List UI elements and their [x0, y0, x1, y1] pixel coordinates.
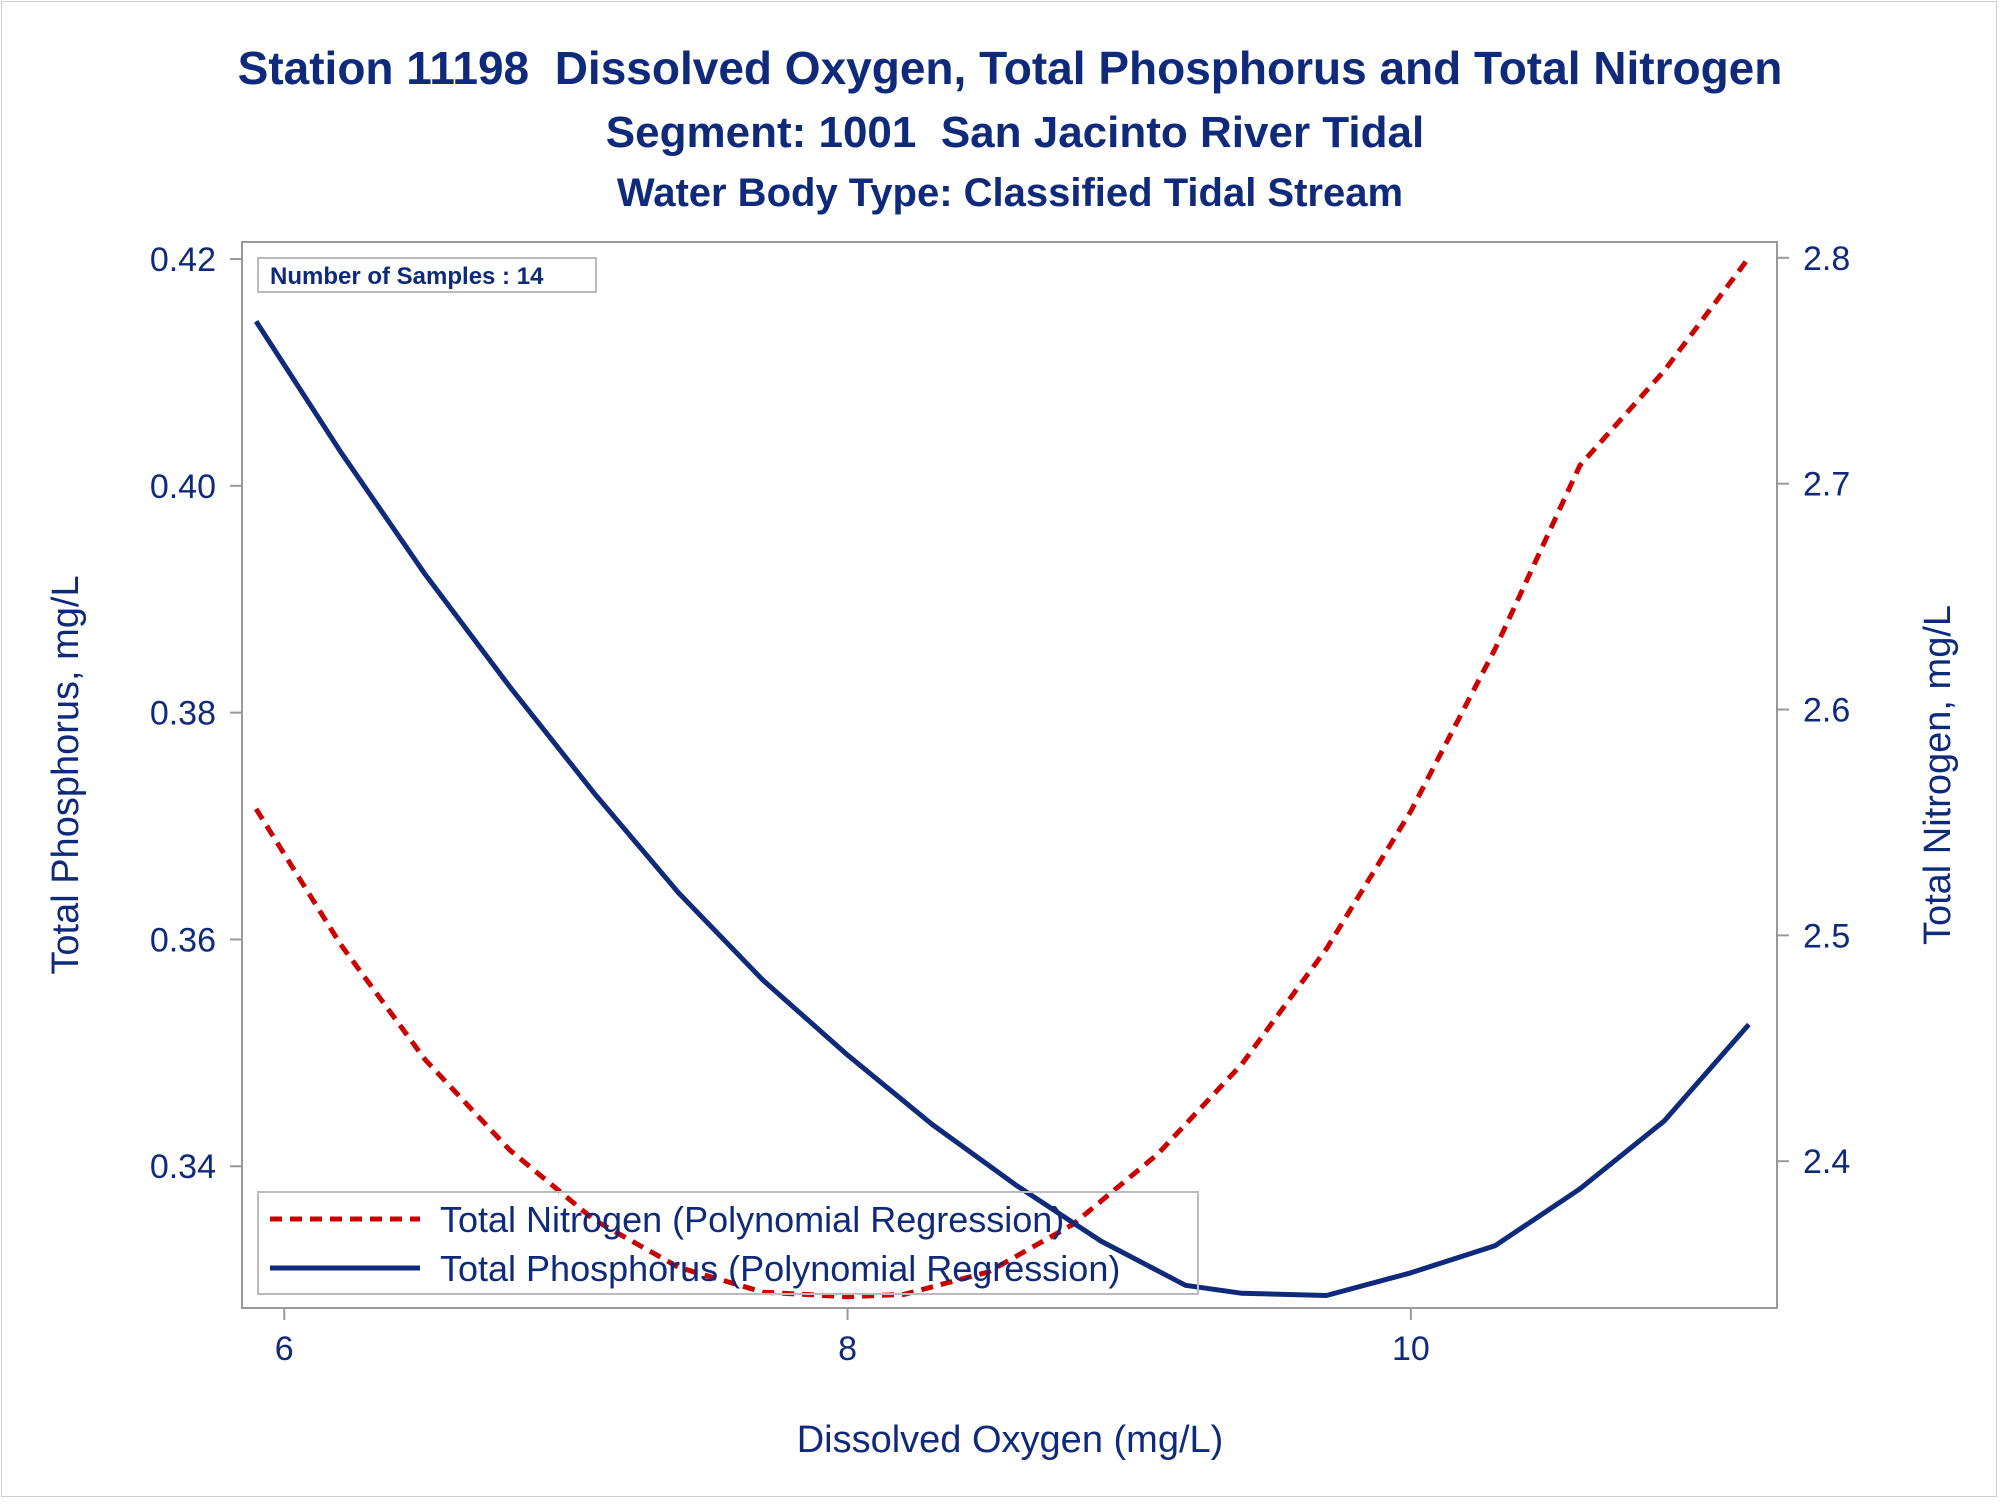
sample-count-box: [257, 257, 597, 293]
x-tick-label: 10: [1392, 1330, 1430, 1368]
nitrogen-series-line: [253, 256, 1751, 1300]
left-y-tick-label: 0.36: [150, 921, 216, 959]
legend: Total Nitrogen (Polynomial Regression) T…: [257, 1191, 1199, 1295]
right-y-axis: 2.4 2.5 2.6 2.7 2.8: [1777, 240, 1850, 1181]
x-axis-label: Dissolved Oxygen (mg/L): [797, 1419, 1224, 1461]
left-y-axis: 0.34 0.36 0.38 0.40 0.42: [150, 241, 242, 1186]
left-y-tick-label: 0.34: [150, 1148, 216, 1186]
legend-label-phosphorus: Total Phosphorus (Polynomial Regression): [440, 1248, 1120, 1289]
right-y-tick-label: 2.7: [1803, 466, 1850, 504]
x-tick-label: 6: [275, 1330, 294, 1368]
series-lines: [253, 256, 1751, 1300]
right-y-axis-label: Total Nitrogen, mg/L: [1917, 605, 1959, 945]
right-y-tick-label: 2.4: [1803, 1143, 1850, 1181]
phosphorus-series-line: [254, 320, 1751, 1298]
right-y-tick-label: 2.8: [1803, 240, 1850, 278]
legend-label-nitrogen: Total Nitrogen (Polynomial Regression): [440, 1199, 1064, 1240]
x-axis: 6 8 10: [275, 1308, 1430, 1368]
left-y-tick-label: 0.42: [150, 241, 216, 279]
left-y-tick-label: 0.38: [150, 695, 216, 733]
chart-subtitle: Segment: 1001 San Jacinto River Tidal: [606, 108, 1424, 157]
x-tick-label: 8: [838, 1330, 857, 1368]
right-y-tick-label: 2.6: [1803, 692, 1850, 730]
right-y-tick-label: 2.5: [1803, 917, 1850, 955]
sample-count-label: Number of Samples : 14: [270, 263, 544, 290]
plot-area: [241, 241, 1778, 1309]
legend-box: [257, 1191, 1199, 1295]
chart-subtitle-2: Water Body Type: Classified Tidal Stream: [617, 171, 1403, 215]
chart-title: Station 11198 Dissolved Oxygen, Total Ph…: [238, 42, 1783, 94]
left-y-tick-label: 0.40: [150, 468, 216, 506]
left-y-axis-label: Total Phosphorus, mg/L: [45, 575, 87, 974]
